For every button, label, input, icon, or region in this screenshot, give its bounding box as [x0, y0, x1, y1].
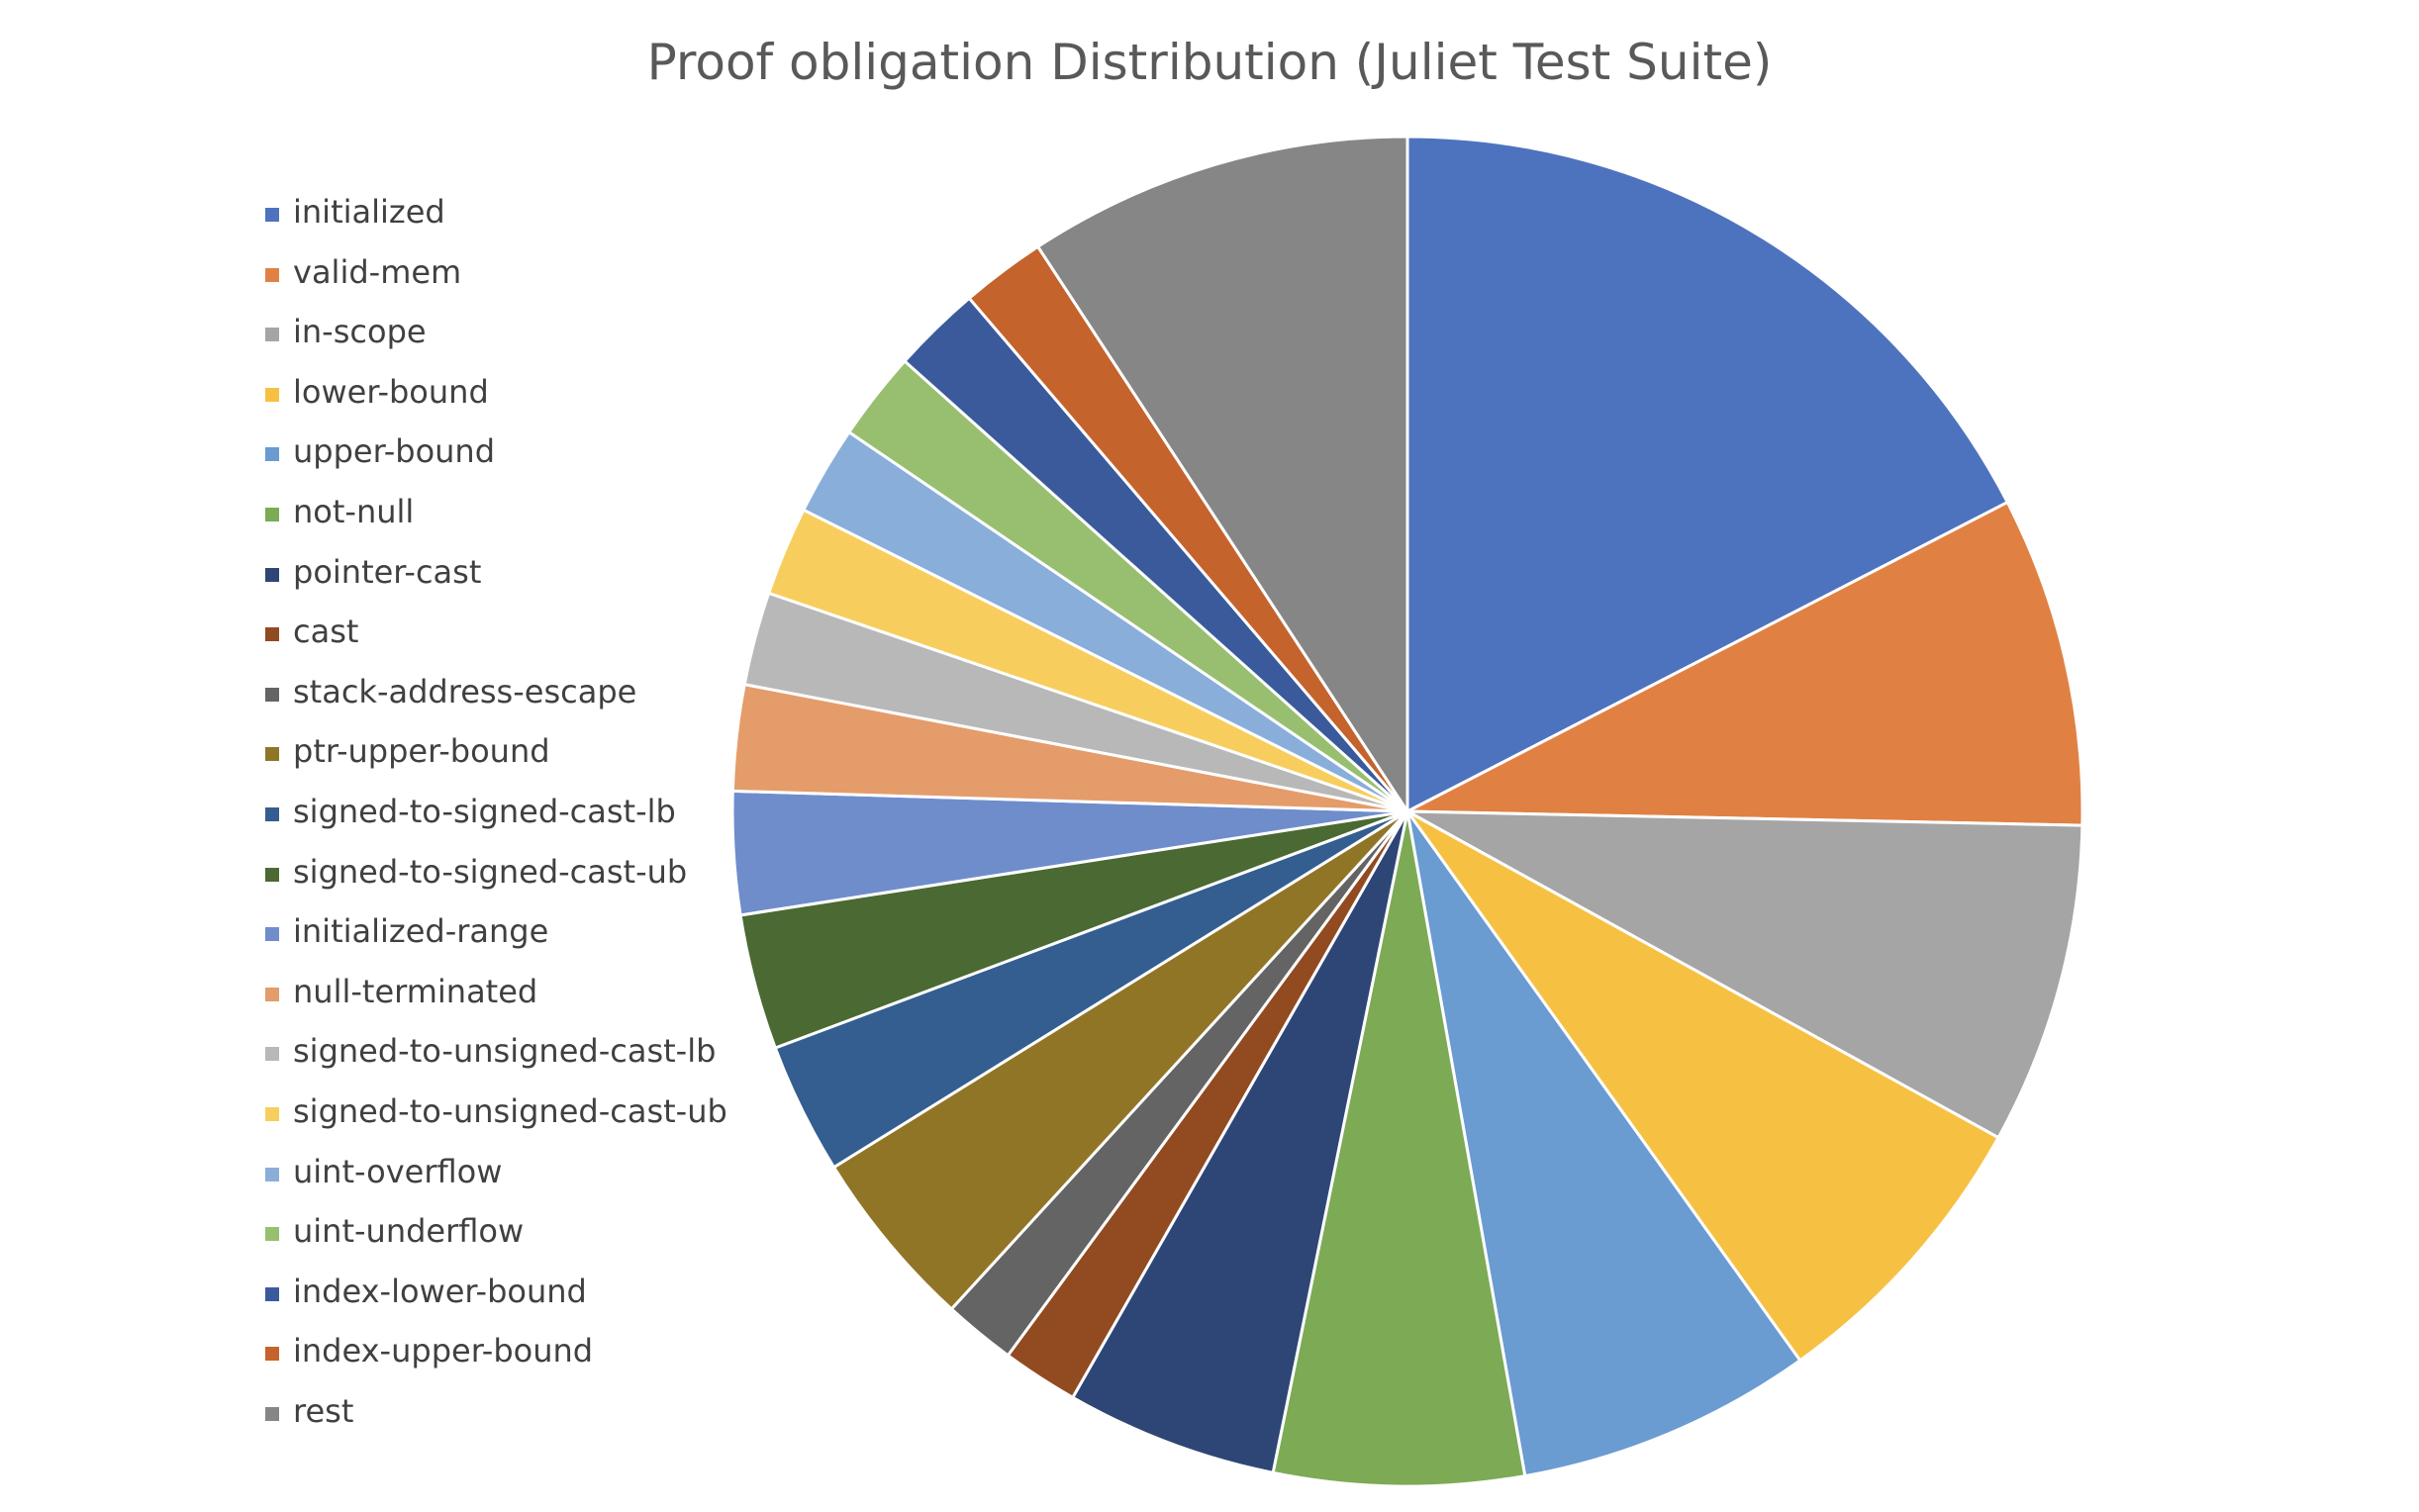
legend-swatch [265, 987, 279, 1001]
legend-label: index-upper-bound [293, 1332, 594, 1370]
pie-slice-valid-mem [1405, 501, 2084, 827]
legend-swatch [265, 267, 279, 282]
legend-swatch [265, 867, 279, 882]
legend-label: upper-bound [293, 432, 496, 471]
legend-swatch [265, 1347, 279, 1362]
legend-swatch [265, 447, 279, 462]
legend-swatch [265, 507, 279, 521]
pie-slice-rest [1036, 135, 1409, 813]
pie-slice-in-scope [1405, 809, 2084, 1140]
legend-swatch [265, 1286, 279, 1301]
legend-label: index-lower-bound [293, 1272, 587, 1310]
pie-slice-lower-bound [1405, 809, 2000, 1363]
pie-slice-not-null [1271, 809, 1527, 1488]
legend-swatch [265, 687, 279, 702]
legend-label: signed-to-signed-cast-lb [293, 792, 676, 830]
legend-label: uint-underflow [293, 1212, 525, 1251]
legend-swatch [265, 1106, 279, 1121]
legend-swatch [265, 567, 279, 582]
legend-label: initialized-range [293, 912, 549, 951]
legend-swatch [265, 806, 279, 821]
legend-swatch [265, 927, 279, 942]
legend-swatch [265, 328, 279, 342]
legend-label: null-terminated [293, 972, 538, 1010]
pie-slice-ptr-upper-bound [832, 809, 1409, 1311]
pie-slices [730, 135, 2084, 1488]
legend-label: valid-mem [293, 252, 462, 291]
legend-label: pointer-cast [293, 552, 482, 591]
legend-swatch [265, 747, 279, 762]
legend-label: initialized [293, 193, 445, 231]
legend-label: ptr-upper-bound [293, 732, 550, 771]
legend-label: stack-address-escape [293, 672, 637, 710]
pie-slice-upper-bound [1405, 809, 1802, 1478]
legend-swatch [265, 208, 279, 222]
legend-swatch [265, 1167, 279, 1181]
legend-label: in-scope [293, 313, 427, 351]
legend-swatch [265, 627, 279, 642]
legend-label: lower-bound [293, 372, 489, 411]
legend-label: cast [293, 613, 359, 651]
legend-swatch [265, 387, 279, 402]
legend-label: uint-overflow [293, 1152, 503, 1190]
legend-label: not-null [293, 492, 415, 530]
chart-title: Proof obligation Distribution (Juliet Te… [646, 34, 1773, 91]
pie-slice-initialized [1405, 135, 2009, 813]
pie-slice-pointer-cast [1071, 809, 1409, 1474]
legend-label: rest [293, 1391, 354, 1430]
legend-swatch [265, 1227, 279, 1242]
legend-swatch [265, 1406, 279, 1421]
legend-label: signed-to-signed-cast-ub [293, 852, 688, 891]
legend-swatch [265, 1047, 279, 1062]
legend-label: signed-to-unsigned-cast-lb [293, 1032, 717, 1071]
legend-label: signed-to-unsigned-cast-ub [293, 1091, 727, 1130]
